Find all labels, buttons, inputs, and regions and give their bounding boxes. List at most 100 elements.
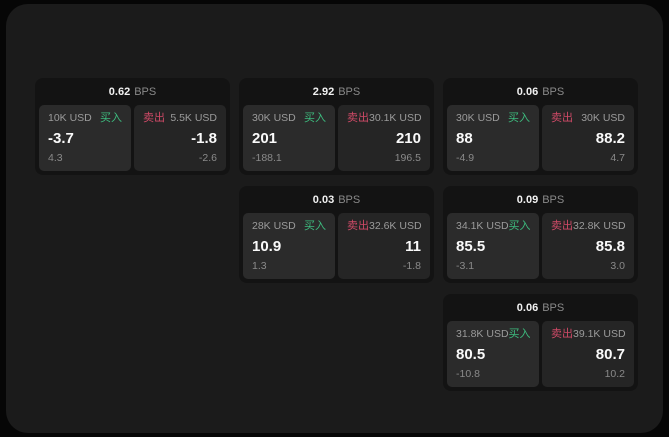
bps-value: 2.92: [312, 85, 335, 98]
buy-panel[interactable]: 34.1K USD 买入 85.5 -3.1: [447, 213, 539, 279]
buy-price: 80.5: [456, 345, 486, 363]
sell-panel[interactable]: 卖出 32.8K USD 85.8 3.0: [542, 213, 634, 279]
quote-card: 0.06 BPS 31.8K USD 买入 80.5 -10.8 卖出 39.1…: [443, 294, 638, 391]
bps-unit: BPS: [134, 85, 157, 98]
buy-delta: -4.9: [456, 152, 475, 165]
sell-delta: 196.5: [394, 152, 421, 165]
buy-price: -3.7: [48, 129, 74, 147]
sell-button[interactable]: 卖出: [143, 112, 165, 124]
sell-amount: 39.1K USD: [573, 328, 626, 341]
buy-panel-top: 10K USD 买入: [48, 112, 122, 125]
sell-panel[interactable]: 卖出 39.1K USD 80.7 10.2: [542, 321, 634, 387]
buy-button[interactable]: 买入: [508, 112, 530, 124]
buy-panel[interactable]: 28K USD 买入 10.9 1.3: [243, 213, 335, 279]
sell-delta: -2.6: [198, 152, 217, 165]
quote-body: 34.1K USD 买入 85.5 -3.1 卖出 32.8K USD 85.8…: [443, 213, 638, 283]
sell-panel[interactable]: 卖出 32.6K USD 11 -1.8: [338, 213, 430, 279]
sell-amount: 30K USD: [581, 112, 625, 125]
buy-amount: 30K USD: [252, 112, 296, 125]
sell-panel[interactable]: 卖出 30.1K USD 210 196.5: [338, 105, 430, 171]
sell-panel-top: 卖出 30K USD: [551, 112, 625, 125]
buy-panel-top: 34.1K USD 买入: [456, 220, 531, 233]
sell-button[interactable]: 卖出: [347, 220, 369, 232]
sell-amount: 32.6K USD: [369, 220, 422, 233]
buy-price: 85.5: [456, 237, 486, 255]
sell-panel[interactable]: 卖出 5.5K USD -1.8 -2.6: [134, 105, 226, 171]
buy-amount: 30K USD: [456, 112, 500, 125]
sell-price: 88.2: [595, 129, 625, 147]
buy-price: 201: [252, 129, 278, 147]
sell-delta: -1.8: [402, 260, 421, 273]
quote-card: 0.62 BPS 10K USD 买入 -3.7 4.3 卖出 5.5K USD…: [35, 78, 230, 175]
bps-header: 0.62 BPS: [35, 78, 230, 105]
sell-delta: 10.2: [604, 368, 625, 381]
buy-button[interactable]: 买入: [100, 112, 122, 124]
bps-unit: BPS: [542, 301, 565, 314]
buy-delta: -188.1: [252, 152, 282, 165]
buy-panel[interactable]: 31.8K USD 买入 80.5 -10.8: [447, 321, 539, 387]
buy-amount: 34.1K USD: [456, 220, 509, 233]
buy-price: 10.9: [252, 237, 282, 255]
buy-amount: 31.8K USD: [456, 328, 509, 341]
buy-delta: 1.3: [252, 260, 267, 273]
sell-price: 210: [395, 129, 421, 147]
buy-panel-top: 30K USD 买入: [456, 112, 530, 125]
buy-panel[interactable]: 10K USD 买入 -3.7 4.3: [39, 105, 131, 171]
quote-body: 31.8K USD 买入 80.5 -10.8 卖出 39.1K USD 80.…: [443, 321, 638, 391]
sell-amount: 5.5K USD: [170, 112, 217, 125]
sell-panel[interactable]: 卖出 30K USD 88.2 4.7: [542, 105, 634, 171]
buy-button[interactable]: 买入: [508, 328, 531, 340]
bps-unit: BPS: [338, 85, 361, 98]
quote-body: 10K USD 买入 -3.7 4.3 卖出 5.5K USD -1.8 -2.…: [35, 105, 230, 175]
bps-header: 0.06 BPS: [443, 294, 638, 321]
quote-card: 0.03 BPS 28K USD 买入 10.9 1.3 卖出 32.6K US…: [239, 186, 434, 283]
buy-panel-top: 31.8K USD 买入: [456, 328, 531, 341]
buy-delta: 4.3: [48, 152, 63, 165]
sell-button[interactable]: 卖出: [551, 328, 573, 340]
sell-button[interactable]: 卖出: [347, 112, 369, 124]
buy-amount: 10K USD: [48, 112, 92, 125]
quote-body: 28K USD 买入 10.9 1.3 卖出 32.6K USD 11 -1.8: [239, 213, 434, 283]
quote-card: 0.06 BPS 30K USD 买入 88 -4.9 卖出 30K USD 8…: [443, 78, 638, 175]
bps-unit: BPS: [338, 193, 361, 206]
sell-panel-top: 卖出 5.5K USD: [143, 112, 217, 125]
buy-amount: 28K USD: [252, 220, 296, 233]
buy-button[interactable]: 买入: [304, 112, 326, 124]
quote-body: 30K USD 买入 88 -4.9 卖出 30K USD 88.2 4.7: [443, 105, 638, 175]
buy-panel[interactable]: 30K USD 买入 88 -4.9: [447, 105, 539, 171]
sell-button[interactable]: 卖出: [551, 220, 573, 232]
sell-panel-top: 卖出 39.1K USD: [551, 328, 626, 341]
bps-header: 2.92 BPS: [239, 78, 434, 105]
bps-value: 0.09: [516, 193, 539, 206]
buy-button[interactable]: 买入: [304, 220, 326, 232]
bps-value: 0.06: [516, 85, 539, 98]
sell-amount: 32.8K USD: [573, 220, 626, 233]
sell-price: 11: [405, 237, 421, 255]
sell-panel-top: 卖出 32.8K USD: [551, 220, 626, 233]
bps-header: 0.03 BPS: [239, 186, 434, 213]
bps-value: 0.06: [516, 301, 539, 314]
bps-header: 0.06 BPS: [443, 78, 638, 105]
quote-body: 30K USD 买入 201 -188.1 卖出 30.1K USD 210 1…: [239, 105, 434, 175]
buy-button[interactable]: 买入: [508, 220, 531, 232]
sell-price: 85.8: [595, 237, 625, 255]
cards-grid: 0.62 BPS 10K USD 买入 -3.7 4.3 卖出 5.5K USD…: [35, 78, 638, 391]
buy-panel[interactable]: 30K USD 买入 201 -188.1: [243, 105, 335, 171]
bps-header: 0.09 BPS: [443, 186, 638, 213]
buy-price: 88: [456, 129, 473, 147]
sell-price: -1.8: [191, 129, 217, 147]
quote-card: 0.09 BPS 34.1K USD 买入 85.5 -3.1 卖出 32.8K…: [443, 186, 638, 283]
sell-panel-top: 卖出 30.1K USD: [347, 112, 422, 125]
sell-button[interactable]: 卖出: [551, 112, 573, 124]
bps-value: 0.62: [108, 85, 131, 98]
bps-value: 0.03: [312, 193, 335, 206]
quote-card: 2.92 BPS 30K USD 买入 201 -188.1 卖出 30.1K …: [239, 78, 434, 175]
main-panel: 0.62 BPS 10K USD 买入 -3.7 4.3 卖出 5.5K USD…: [6, 4, 663, 433]
buy-panel-top: 28K USD 买入: [252, 220, 326, 233]
sell-price: 80.7: [595, 345, 625, 363]
sell-delta: 4.7: [610, 152, 625, 165]
bps-unit: BPS: [542, 85, 565, 98]
sell-panel-top: 卖出 32.6K USD: [347, 220, 422, 233]
sell-amount: 30.1K USD: [369, 112, 422, 125]
